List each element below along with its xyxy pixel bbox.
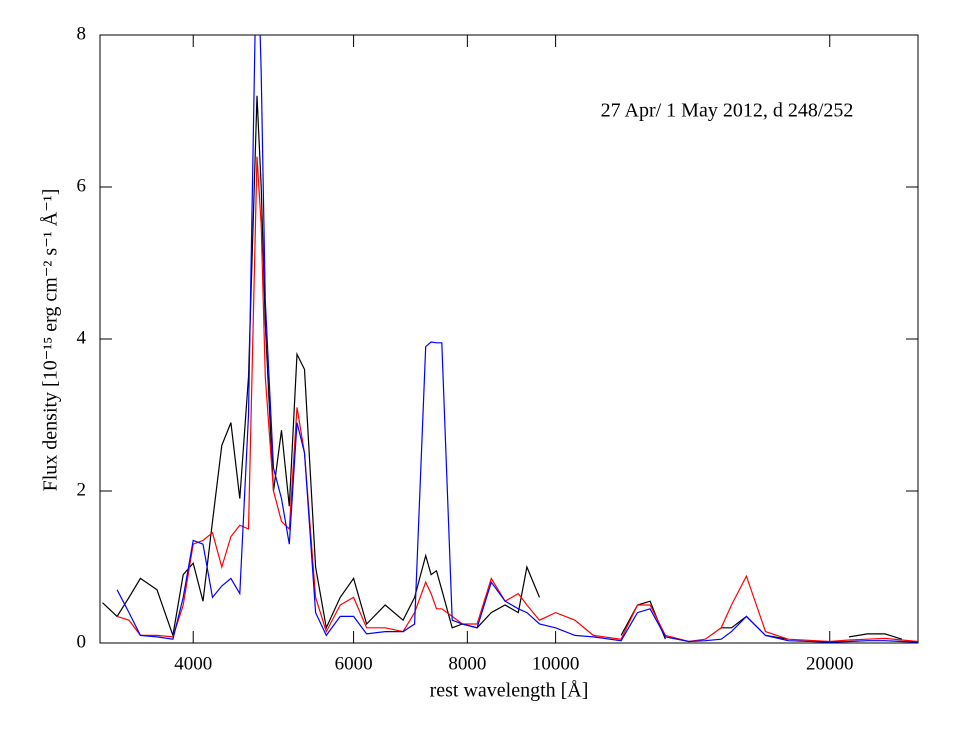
plot-frame	[99, 34, 919, 644]
spectrum-line	[102, 95, 903, 640]
y-tick-label: 4	[77, 327, 87, 348]
annotation: 27 Apr/ 1 May 2012, d 248/252	[601, 100, 854, 122]
spectrum-line	[116, 35, 918, 643]
spectrum-line	[116, 156, 918, 643]
x-axis-label: rest wavelength [Å]	[430, 680, 589, 702]
y-tick-label: 0	[77, 631, 87, 652]
x-tick-label: 8000	[448, 653, 486, 674]
y-tick-label: 2	[77, 479, 87, 500]
x-tick-label: 10000	[532, 653, 580, 674]
y-tick-label: 8	[77, 23, 87, 44]
y-axis-label: Flux density [10⁻¹⁵ erg cm⁻² s⁻¹ Å⁻¹]	[40, 189, 62, 492]
x-tick-label: 20000	[806, 653, 854, 674]
y-tick-label: 6	[77, 175, 87, 196]
x-tick-label: 4000	[174, 653, 212, 674]
x-tick-label: 6000	[335, 653, 373, 674]
